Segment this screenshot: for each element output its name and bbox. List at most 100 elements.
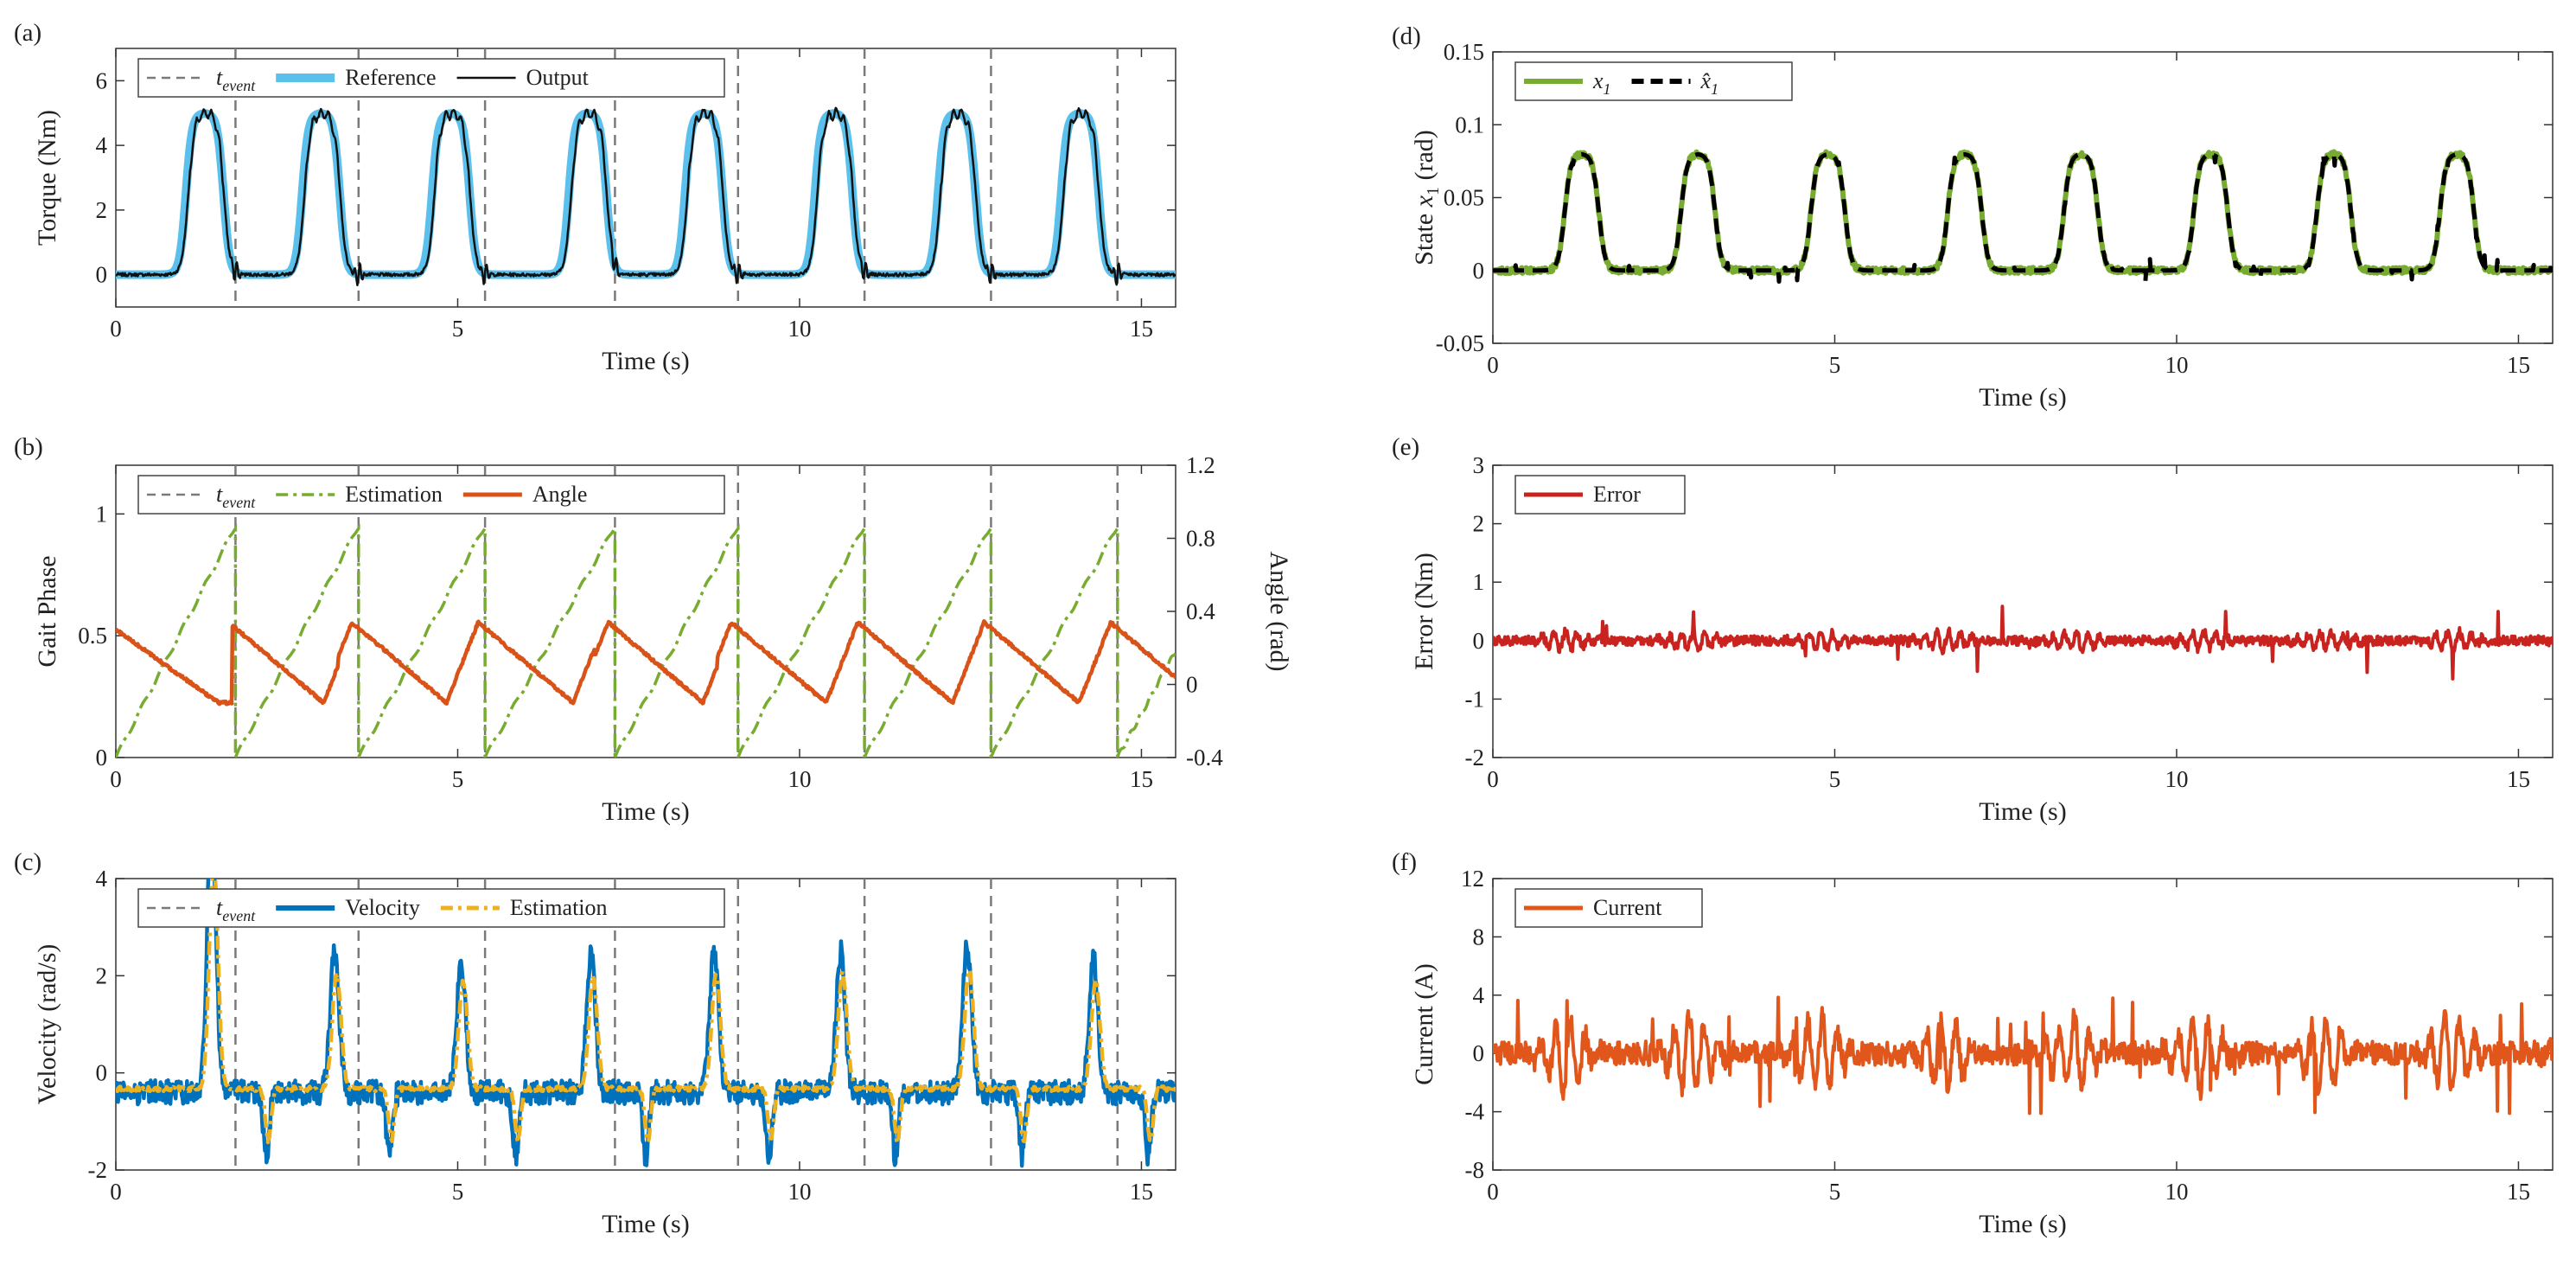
x-tick-label: 0 [1487,766,1499,792]
series-phase-estimation [116,523,1176,758]
plot-area [1493,149,2553,285]
legend-label: Current [1593,895,1662,920]
y-tick-label: -2 [1465,745,1485,770]
axes-box [115,48,1176,308]
series-velocity-estimation [116,879,1176,1145]
y-tick-label: 0.5 [78,623,107,649]
legend-label: tevent [216,65,256,94]
y-axis-title-var: x [1410,195,1438,208]
y-tick-label: 0.15 [1444,39,1484,65]
y-tick-label: 2 [96,962,108,988]
legend-label-sub: event [222,494,256,511]
legend-label: Estimation [510,895,608,920]
y-axis-title: State x1 (rad) [1410,130,1443,265]
x-tick-label: 0 [1487,1179,1499,1205]
plot-area [1493,604,2553,681]
y-tick-label-right: -0.4 [1186,745,1223,770]
x-tick-label: 15 [1130,1179,1153,1205]
y-tick-label-right: 0.8 [1186,526,1215,552]
x-tick-label: 5 [1829,766,1841,792]
y-axis-title: Error (Nm) [1410,553,1438,670]
x-tick-label: 0 [110,766,122,792]
legend-box [137,888,725,928]
panel-letter-c: (c) [14,848,41,876]
panel-letter-d: (d) [1392,22,1421,50]
legend-label: x̂1 [1700,68,1719,98]
legend-label-main: t [216,482,223,507]
legend-box [137,58,725,98]
chart-e: (e) 0 5 10 15 -2 -1 0 1 2 3 Time (s) Error (Nm) Error [1392,433,2554,826]
legend-label-sub: 1 [1604,80,1611,98]
plot-area [116,879,1176,1170]
y-tick-label: 0 [96,1060,108,1086]
y-tick-label: 1 [1473,569,1485,595]
series-error [1493,604,2553,681]
y-tick-label: 3 [1473,452,1485,478]
panel-letter-e: (e) [1392,433,1419,461]
x-tick-label: 0 [110,316,122,342]
y-tick-label: 0 [96,745,108,770]
axes-box [115,878,1176,1171]
x-tick-label: 10 [2165,352,2188,378]
y-tick-label: -8 [1465,1157,1485,1183]
legend-box [137,475,725,515]
series-velocity [116,879,1176,1168]
y-axis-title: Current (A) [1410,963,1438,1085]
x-tick-label: 15 [2507,352,2530,378]
y-tick-label: -4 [1465,1099,1485,1125]
y-tick-label: 12 [1461,866,1484,892]
x-axis-title: Time (s) [602,797,689,826]
legend-label-sub: event [222,907,256,924]
legend-label: Output [526,65,590,90]
y-axis-title: Velocity (rad/s) [33,944,61,1105]
x-axis-title: Time (s) [1979,1210,2066,1238]
y-tick-label: 4 [96,866,108,892]
plot-area [1493,995,2553,1116]
panel-letter-b: (b) [14,433,43,461]
series-current [1493,995,2553,1116]
x-tick-label: 5 [452,1179,464,1205]
x-axis-title: Time (s) [1979,383,2066,412]
y-tick-label: 6 [96,67,108,93]
y-tick-label: -2 [88,1157,108,1183]
legend-label: Angle [532,482,588,507]
x-tick-label: 10 [787,316,811,342]
panel-letter-a: (a) [14,19,41,47]
y-tick-label: 2 [96,197,108,223]
legend: x1 x̂1 [1514,61,1793,101]
chart-f: (f) 0 5 10 15 -8 -4 0 4 8 12 Time (s) Current (A) Cur… [1392,848,2554,1238]
legend: Error [1514,475,1686,515]
legend-label-main: t [216,65,223,90]
x-tick-label: 10 [787,1179,811,1205]
x-axis-title: Time (s) [602,1210,689,1238]
x-tick-label: 15 [1130,316,1153,342]
legend-label: Estimation [345,482,443,507]
y-tick-label: 0 [1473,258,1485,284]
y-tick-label: 1 [96,501,108,527]
y-tick-label: 0 [1473,1040,1485,1066]
x-tick-label: 5 [452,316,464,342]
x-tick-label: 10 [787,766,811,792]
legend-label: Velocity [345,895,420,920]
series-reference [116,109,1176,279]
legend-label-sub: 1 [1711,80,1718,98]
x-tick-label: 10 [2165,1179,2188,1205]
y-tick-label: 8 [1473,924,1485,950]
x-tick-label: 0 [1487,352,1499,378]
x-tick-label: 15 [2507,766,2530,792]
panel-letter-f: (f) [1392,848,1417,876]
axes-box [1492,464,2554,758]
series-x1-hat [1493,152,2553,285]
x-axis-title: Time (s) [1979,797,2066,826]
y-tick-label: 0 [1473,628,1485,654]
x-tick-label: 15 [2507,1179,2530,1205]
legend-label-main: t [216,895,223,920]
y-tick-label: 4 [96,132,108,158]
legend-label: tevent [216,482,256,511]
legend-label: x1 [1592,68,1611,98]
x-tick-label: 10 [2165,766,2188,792]
y-axis-title: Torque (Nm) [33,110,61,246]
y-tick-label: 0 [96,262,108,288]
